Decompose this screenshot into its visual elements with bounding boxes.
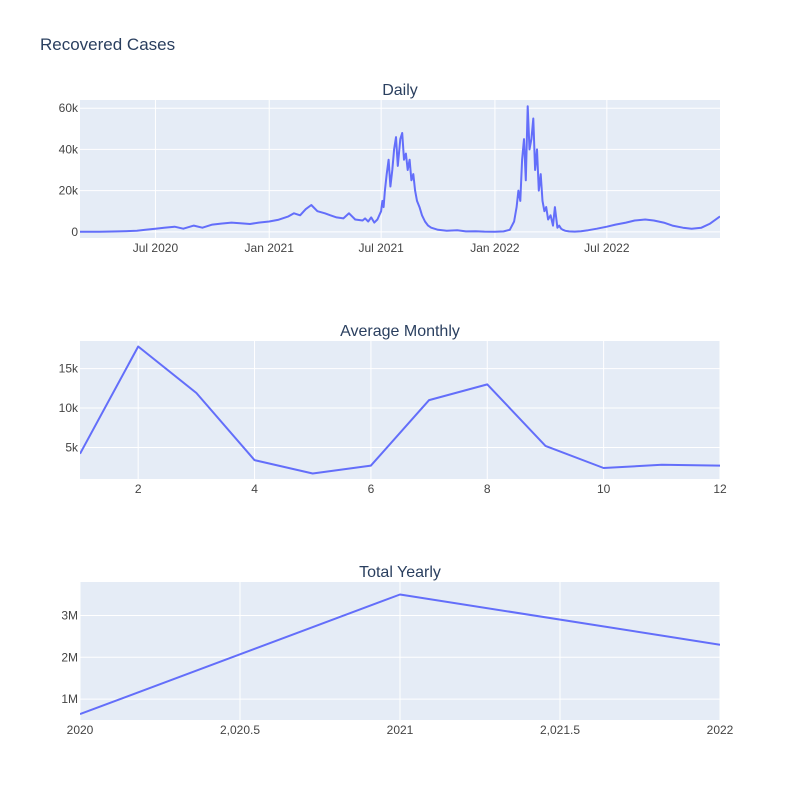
y-tick-label: 40k xyxy=(59,142,79,156)
subplot-2: 2 4 6 8 10 12 5k 10k 15k Average Monthly xyxy=(59,323,727,496)
x-tick-label: 2020 xyxy=(67,723,94,737)
x-tick-label: 6 xyxy=(368,482,375,496)
x-tick-label: 2022 xyxy=(707,723,734,737)
x-tick-label: Jul 2020 xyxy=(133,241,179,255)
series-line-1 xyxy=(80,345,720,475)
x-tick-label: 2 xyxy=(135,482,142,496)
y-tick-label: 5k xyxy=(65,440,79,454)
plot-background xyxy=(80,341,720,479)
y-tick-label: 1M xyxy=(61,692,78,706)
x-tick-label: 12 xyxy=(713,482,727,496)
plot-background xyxy=(80,100,720,238)
y-tick-label: 3M xyxy=(61,608,78,622)
series-line-1 xyxy=(80,105,720,233)
y-tick-label: 0 xyxy=(71,225,78,239)
x-tick-label: 4 xyxy=(251,482,258,496)
x-tick-label: 2,020.5 xyxy=(220,723,260,737)
x-tick-label: Jul 2021 xyxy=(358,241,404,255)
x-tick-label: Jul 2022 xyxy=(584,241,630,255)
subplot-3: 2020 2,020.5 2021 2,021.5 2022 1M 2M 3M Total Ye… xyxy=(61,564,733,737)
series-line-1 xyxy=(80,593,720,716)
subplot-title: Total Yearly xyxy=(359,564,441,581)
x-tick-label: 8 xyxy=(484,482,491,496)
subplot-1: Jul 2020 Jan 2021 Jul 2021 Jan 2022 Jul 2022… xyxy=(59,82,720,255)
y-tick-label: 60k xyxy=(59,101,79,115)
y-tick-label: 15k xyxy=(59,362,79,376)
y-tick-label: 10k xyxy=(59,401,79,415)
x-tick-label: 2,021.5 xyxy=(540,723,580,737)
y-tick-label: 20k xyxy=(59,184,79,198)
subplot-title: Daily xyxy=(382,82,418,99)
x-tick-label: Jan 2021 xyxy=(245,241,295,255)
x-tick-label: 10 xyxy=(597,482,611,496)
y-tick-label: 2M xyxy=(61,650,78,664)
x-tick-label: Jan 2022 xyxy=(470,241,520,255)
subplot-title: Average Monthly xyxy=(340,323,460,340)
figure-title: Recovered Cases xyxy=(40,35,175,54)
x-tick-label: 2021 xyxy=(387,723,414,737)
